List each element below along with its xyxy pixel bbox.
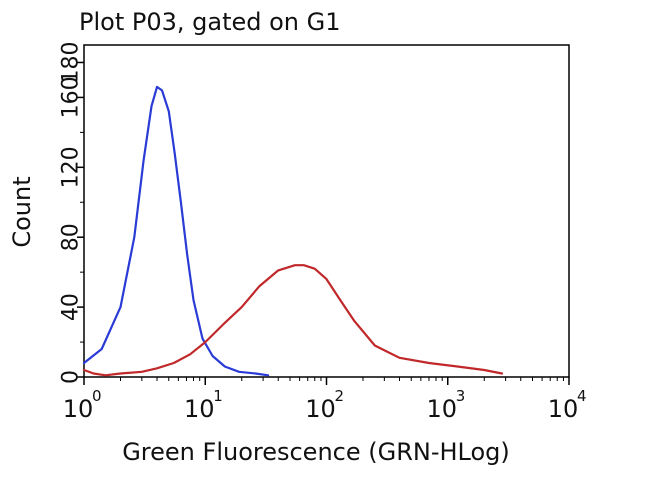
x-tick-exponent: 1: [213, 387, 223, 405]
x-tick-exponent: 2: [335, 387, 345, 405]
x-tick-label: 10: [63, 395, 94, 423]
y-tick-label: 40: [59, 293, 84, 321]
y-axis-label: Count: [8, 176, 36, 247]
plot-frame: [83, 44, 570, 378]
x-tick-exponent: 0: [92, 387, 102, 405]
y-tick-label: 160: [59, 76, 84, 118]
x-tick-label: 10: [548, 395, 579, 423]
y-tick-label: 0: [59, 370, 84, 384]
y-tick-label: 80: [59, 223, 84, 251]
series-layer: [82, 85, 504, 377]
chart-title: Plot P03, gated on G1: [79, 8, 341, 36]
y-tick-label: 180: [59, 41, 84, 83]
x-tick-exponent: 3: [456, 387, 466, 405]
series-line-red: [82, 264, 504, 377]
x-axis-ticks: 100 101 102 103 104: [63, 377, 587, 423]
y-tick-label: 120: [59, 146, 84, 188]
x-tick-label: 10: [426, 395, 457, 423]
x-tick-label: 10: [184, 395, 215, 423]
x-axis-label: Green Fluorescence (GRN-HLog): [122, 438, 510, 466]
series-line-blue: [82, 85, 270, 377]
x-tick-label: 10: [305, 395, 336, 423]
x-tick-exponent: 4: [577, 387, 587, 405]
